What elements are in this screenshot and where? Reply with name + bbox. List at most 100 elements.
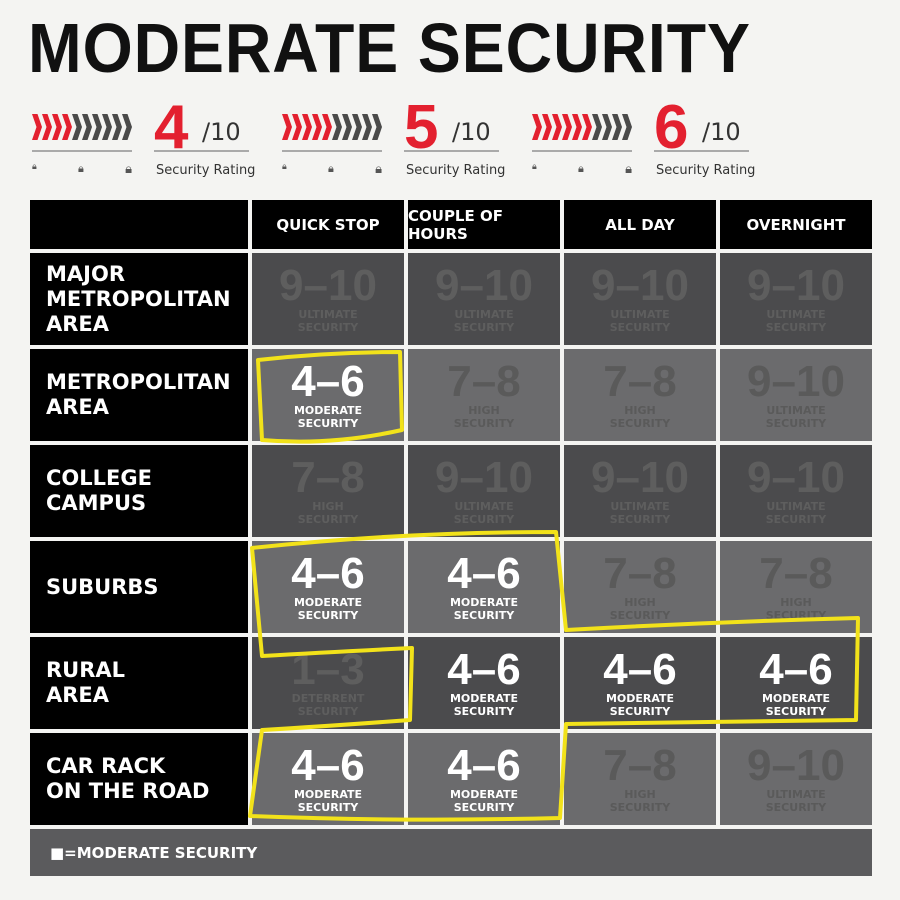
table-cell: 4–6 MODERATE SECURITY — [408, 733, 560, 825]
rating-range: 4–6 — [603, 645, 677, 694]
table-cell: 9–10 ULTIMATE SECURITY — [720, 445, 872, 537]
security-level: ULTIMATE SECURITY — [609, 308, 671, 334]
rating-label: Security Rating — [156, 163, 256, 178]
rating-range: 9–10 — [435, 261, 533, 310]
table-cell: 1–3 DETERRENT SECURITY — [252, 637, 404, 729]
rating-range: 9–10 — [747, 453, 845, 502]
security-level: MODERATE SECURITY — [293, 404, 363, 430]
lock-icon: 🔒︎ — [625, 162, 632, 177]
security-level: ULTIMATE SECURITY — [453, 308, 515, 334]
rating-value: 6 — [654, 93, 689, 162]
security-level: ULTIMATE SECURITY — [765, 308, 827, 334]
security-level: MODERATE SECURITY — [449, 692, 519, 718]
table-cell: 4–6 MODERATE SECURITY — [720, 637, 872, 729]
chevron-meter-icon — [532, 114, 632, 140]
table-cell: 9–10 ULTIMATE SECURITY — [408, 445, 560, 537]
security-level: MODERATE SECURITY — [605, 692, 675, 718]
page-title: MODERATE SECURITY — [28, 9, 751, 87]
row-label: CAR RACK ON THE ROAD — [30, 733, 248, 825]
table-cell: 7–8 HIGH SECURITY — [720, 541, 872, 633]
rating-range: 7–8 — [603, 549, 677, 598]
row-label: COLLEGE CAMPUS — [30, 445, 248, 537]
table-cell: 4–6 MODERATE SECURITY — [252, 541, 404, 633]
table-cell: 4–6 MODERATE SECURITY — [252, 733, 404, 825]
security-rating-5: 🔒︎ 🔒︎ 🔒︎ 5 /10 Security Rating — [282, 93, 512, 190]
security-level: ULTIMATE SECURITY — [765, 788, 827, 814]
row-label: RURAL AREA — [30, 637, 248, 729]
rating-range: 4–6 — [291, 741, 365, 790]
security-level: ULTIMATE SECURITY — [453, 500, 515, 526]
rating-label: Security Rating — [656, 163, 756, 178]
lock-icon: 🔒︎ — [328, 162, 334, 175]
lock-icon: 🔒︎ — [282, 162, 287, 172]
rating-denominator: /10 — [202, 118, 241, 146]
lock-icon: 🔒︎ — [578, 162, 584, 175]
rating-range: 9–10 — [747, 261, 845, 310]
row-label: MAJOR METROPOLITAN AREA — [30, 253, 248, 345]
rating-range: 9–10 — [435, 453, 533, 502]
rating-value: 4 — [154, 93, 189, 162]
row-label: METROPOLITAN AREA — [30, 349, 248, 441]
table-cell: 4–6 MODERATE SECURITY — [408, 541, 560, 633]
lock-icon: 🔒︎ — [532, 162, 537, 172]
legend: ■=MODERATE SECURITY — [30, 829, 872, 876]
security-level: ULTIMATE SECURITY — [765, 404, 827, 430]
rating-value: 5 — [404, 93, 439, 162]
column-header: OVERNIGHT — [720, 200, 872, 249]
security-rating-4: 🔒︎ 🔒︎ 🔒︎ 4 /10 Security Rating — [32, 93, 262, 190]
security-level: HIGH SECURITY — [453, 404, 515, 430]
security-level: MODERATE SECURITY — [293, 596, 363, 622]
rating-range: 4–6 — [291, 549, 365, 598]
security-level: DETERRENT SECURITY — [291, 692, 365, 718]
rating-range: 7–8 — [291, 453, 365, 502]
rating-range: 7–8 — [447, 357, 521, 406]
column-header: ALL DAY — [564, 200, 716, 249]
security-level: MODERATE SECURITY — [449, 788, 519, 814]
row-label: SUBURBS — [30, 541, 248, 633]
table-cell: 9–10 ULTIMATE SECURITY — [564, 445, 716, 537]
table-cell: 7–8 HIGH SECURITY — [564, 349, 716, 441]
lock-icon: 🔒︎ — [125, 162, 132, 177]
table-cell: 4–6 MODERATE SECURITY — [252, 349, 404, 441]
rating-label: Security Rating — [406, 163, 506, 178]
security-level: ULTIMATE SECURITY — [765, 500, 827, 526]
rating-range: 9–10 — [591, 453, 689, 502]
security-level: MODERATE SECURITY — [449, 596, 519, 622]
table-cell: 9–10 ULTIMATE SECURITY — [720, 349, 872, 441]
table-cell: 9–10 ULTIMATE SECURITY — [564, 253, 716, 345]
chevron-meter-icon — [32, 114, 132, 140]
table-cell: 7–8 HIGH SECURITY — [408, 349, 560, 441]
rating-range: 4–6 — [447, 741, 521, 790]
security-level: HIGH SECURITY — [609, 788, 671, 814]
table-cell: 7–8 HIGH SECURITY — [564, 541, 716, 633]
security-rating-6: 🔒︎ 🔒︎ 🔒︎ 6 /10 Security Rating — [532, 93, 762, 190]
column-header: COUPLE OF HOURS — [408, 200, 560, 249]
table-cell: 4–6 MODERATE SECURITY — [564, 637, 716, 729]
lock-icon: 🔒︎ — [32, 162, 37, 172]
table-cell: 9–10 ULTIMATE SECURITY — [720, 733, 872, 825]
rating-denominator: /10 — [702, 118, 741, 146]
rating-range: 4–6 — [447, 549, 521, 598]
corner-cell — [30, 200, 248, 249]
rating-range: 9–10 — [279, 261, 377, 310]
security-level: HIGH SECURITY — [609, 596, 671, 622]
rating-denominator: /10 — [452, 118, 491, 146]
table-cell: 7–8 HIGH SECURITY — [564, 733, 716, 825]
rating-range: 9–10 — [591, 261, 689, 310]
rating-range: 7–8 — [603, 741, 677, 790]
lock-icon: 🔒︎ — [375, 162, 382, 177]
rating-range: 9–10 — [747, 741, 845, 790]
rating-range: 4–6 — [291, 357, 365, 406]
table-cell: 9–10 ULTIMATE SECURITY — [252, 253, 404, 345]
column-header: QUICK STOP — [252, 200, 404, 249]
table-cell: 9–10 ULTIMATE SECURITY — [720, 253, 872, 345]
security-level: HIGH SECURITY — [609, 404, 671, 430]
security-level: MODERATE SECURITY — [293, 788, 363, 814]
table-cell: 4–6 MODERATE SECURITY — [408, 637, 560, 729]
security-level: HIGH SECURITY — [297, 500, 359, 526]
rating-range: 7–8 — [759, 549, 833, 598]
security-level: HIGH SECURITY — [765, 596, 827, 622]
security-level: ULTIMATE SECURITY — [297, 308, 359, 334]
rating-range: 4–6 — [447, 645, 521, 694]
table-cell: 7–8 HIGH SECURITY — [252, 445, 404, 537]
